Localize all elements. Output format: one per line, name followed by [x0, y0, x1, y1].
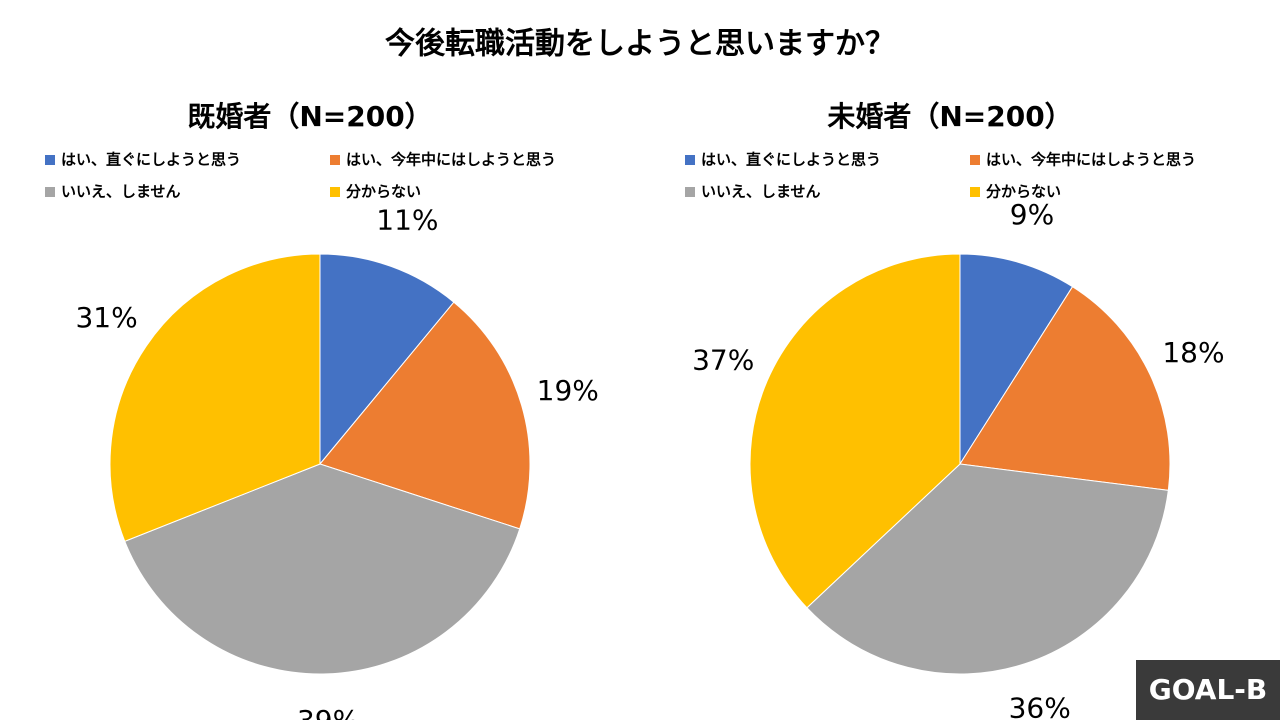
data-label: 39%: [297, 704, 359, 720]
pie-slice: [959, 286, 1171, 491]
legend-label: はい、今年中にはしようと思う: [346, 151, 556, 169]
legend-swatch: [685, 155, 695, 165]
legend-label: はい、直ぐにしようと思う: [61, 151, 241, 169]
legend-swatch: [45, 155, 55, 165]
legend-swatch: [330, 155, 340, 165]
pie-slice: [124, 463, 521, 675]
chart-title: 既婚者（N=200）: [187, 100, 432, 133]
legend-swatch: [330, 187, 340, 197]
pie-slice: [749, 253, 961, 609]
legend-swatch: [970, 187, 980, 197]
legend-label: いいえ、しません: [61, 183, 181, 201]
data-label: 36%: [1009, 691, 1071, 720]
data-label: 11%: [376, 203, 438, 236]
legend-label: いいえ、しません: [701, 183, 821, 201]
pie-slice: [319, 253, 455, 466]
data-label: 37%: [692, 344, 754, 377]
legend-label: はい、今年中にはしようと思う: [986, 151, 1196, 169]
legend-swatch: [970, 155, 980, 165]
data-label: 19%: [537, 374, 599, 407]
pie-slice: [319, 301, 531, 530]
logo-box: [1136, 660, 1280, 720]
pie-slice: [806, 463, 1169, 675]
chart-title: 未婚者（N=200）: [827, 100, 1072, 133]
legend-swatch: [45, 187, 55, 197]
legend-label: はい、直ぐにしようと思う: [701, 151, 881, 169]
legend-swatch: [685, 187, 695, 197]
data-label: 18%: [1162, 336, 1224, 369]
data-label: 9%: [1010, 198, 1054, 231]
pie-slice: [109, 253, 321, 542]
data-label: 31%: [75, 301, 137, 334]
logo: GOAL-B: [1149, 673, 1268, 706]
legend-label: 分からない: [346, 183, 421, 201]
pie-slice: [959, 253, 1074, 466]
legend-label: 分からない: [986, 183, 1061, 201]
main-title: 今後転職活動をしようと思いますか？: [385, 27, 895, 62]
